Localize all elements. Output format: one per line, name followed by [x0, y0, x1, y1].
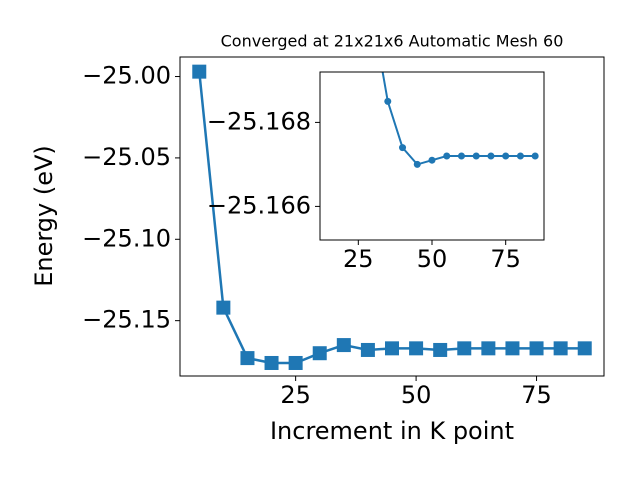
x-axis-label: Increment in K point [270, 417, 514, 445]
axes-frame [179, 56, 605, 377]
y-tick-label: −25.168 [207, 107, 311, 135]
marker [385, 341, 399, 356]
plot-clip [192, 64, 592, 370]
marker [481, 341, 496, 356]
y-tick-label: −25.15 [82, 306, 171, 334]
chart-title: Converged at 21x21x6 Automatic Mesh 60 [221, 32, 564, 51]
x-tick-label: 50 [417, 245, 448, 273]
x-tick-label: 75 [521, 381, 552, 409]
marker [529, 341, 544, 356]
marker [413, 160, 421, 168]
marker [553, 341, 568, 356]
x-tick-label: 25 [280, 381, 311, 409]
marker [360, 342, 375, 357]
marker [502, 152, 510, 160]
y-tick-label: −25.05 [82, 143, 171, 171]
axes-frame [319, 71, 545, 241]
marker [384, 97, 392, 105]
marker [399, 144, 407, 152]
marker [312, 346, 327, 361]
y-axis-label: Energy (eV) [30, 145, 58, 287]
marker [288, 355, 303, 370]
marker [457, 152, 465, 160]
marker [577, 341, 592, 356]
y-tick-label: −25.10 [82, 224, 171, 252]
marker [264, 355, 279, 370]
x-tick-label: 75 [490, 245, 521, 273]
marker [370, 14, 377, 21]
marker [336, 338, 351, 353]
y-tick-label: −25.166 [207, 191, 311, 219]
marker [216, 300, 231, 315]
marker [409, 341, 424, 356]
x-tick-label: 25 [343, 245, 374, 273]
marker [428, 156, 436, 164]
marker [487, 152, 495, 160]
marker [443, 152, 451, 160]
y-tick-label: −25.00 [82, 62, 171, 90]
marker [457, 341, 472, 356]
plot-clip [370, 14, 539, 168]
marker [472, 152, 480, 160]
marker [240, 351, 255, 366]
marker [516, 152, 524, 160]
marker [433, 342, 448, 357]
x-tick-label: 50 [401, 381, 432, 409]
marker [505, 341, 520, 356]
marker [531, 152, 539, 160]
marker [192, 64, 207, 79]
